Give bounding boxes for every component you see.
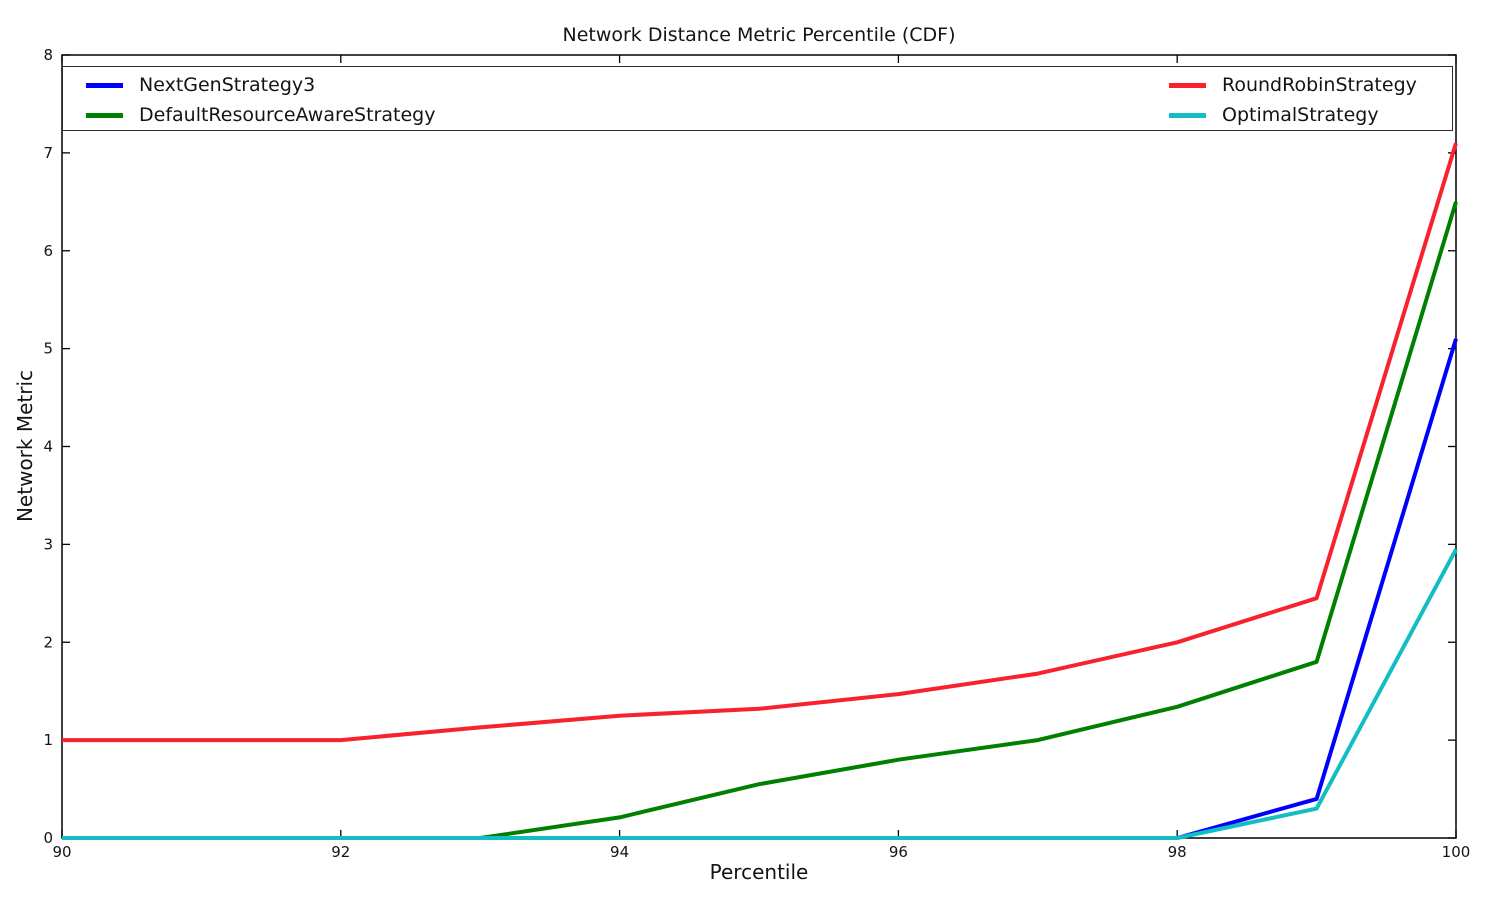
legend-line-swatch	[1169, 82, 1206, 88]
x-tick-label: 98	[1168, 843, 1187, 861]
series-line-DefaultResourceAwareStrategy	[62, 201, 1458, 840]
y-tick-label: 3	[43, 535, 53, 553]
legend-item-OptimalStrategy: OptimalStrategy	[1169, 103, 1379, 127]
series-line-NextGenStrategy3	[62, 338, 1458, 840]
chart-title: Network Distance Metric Percentile (CDF)	[562, 24, 956, 46]
legend-line-swatch	[1169, 112, 1206, 118]
x-tick-label: 100	[1442, 843, 1471, 861]
axes-frame	[61, 54, 1457, 839]
y-tick-label: 2	[43, 633, 53, 651]
legend-label: NextGenStrategy3	[139, 74, 316, 96]
x-tick-label: 92	[331, 843, 350, 861]
y-tick-label: 5	[43, 340, 53, 358]
y-tick-label: 0	[43, 829, 53, 847]
legend-label: DefaultResourceAwareStrategy	[139, 104, 436, 126]
legend-item-RoundRobinStrategy: RoundRobinStrategy	[1169, 73, 1417, 97]
x-tick-label: 94	[610, 843, 629, 861]
series-line-OptimalStrategy	[62, 548, 1458, 840]
y-axis-label: Network Metric	[13, 369, 37, 523]
y-tick-label: 4	[43, 438, 53, 456]
x-axis-label: Percentile	[709, 860, 809, 884]
series-line-RoundRobinStrategy	[62, 142, 1458, 743]
legend-label: RoundRobinStrategy	[1222, 74, 1417, 96]
legend-label: OptimalStrategy	[1222, 104, 1379, 126]
legend-line-swatch	[86, 82, 123, 88]
legend: NextGenStrategy3 DefaultResourceAwareStra…	[62, 66, 1453, 131]
legend-item-DefaultResourceAwareStrategy: DefaultResourceAwareStrategy	[86, 103, 435, 127]
x-tick-label: 90	[52, 843, 71, 861]
y-tick-label: 8	[43, 46, 53, 64]
legend-item-NextGenStrategy3: NextGenStrategy3	[86, 73, 315, 97]
y-tick-label: 1	[43, 731, 53, 749]
x-tick-label: 96	[889, 843, 908, 861]
legend-line-swatch	[86, 112, 123, 118]
y-tick-label: 7	[43, 144, 53, 162]
y-tick-label: 6	[43, 242, 53, 260]
